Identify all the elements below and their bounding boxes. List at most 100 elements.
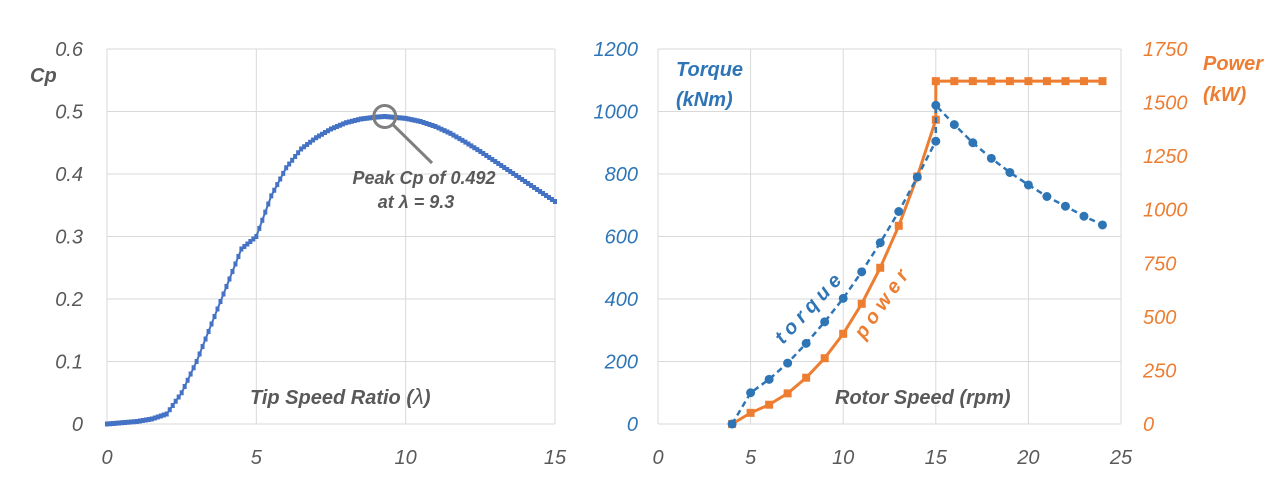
cp-data-point [541, 191, 546, 196]
torque-axis-title-line1: Torque [676, 59, 743, 81]
cp-data-point [397, 115, 402, 121]
power-y-tick-label: 1000 [1143, 200, 1188, 222]
cp-data-point [481, 151, 486, 156]
torque-data-point [746, 388, 756, 398]
cp-data-point [254, 234, 259, 239]
cp-data-point [212, 314, 217, 319]
torque-y-tick-label: 600 [605, 227, 638, 249]
cp-data-point [469, 143, 474, 149]
cp-data-point [122, 420, 127, 425]
cp-data-point [320, 131, 325, 137]
cp-data-point [472, 145, 477, 151]
power-data-point [1098, 77, 1107, 86]
cp-data-point [421, 120, 426, 125]
cp-data-point [529, 183, 534, 188]
cp-data-point [352, 118, 357, 123]
power-axis-title-line1: Power [1203, 53, 1264, 75]
cp-data-point [317, 133, 322, 139]
torque-y-tick-label: 1000 [594, 102, 639, 124]
cp-data-point [358, 116, 363, 122]
power-data-point [987, 77, 996, 86]
torque-y-tick-label: 400 [605, 289, 638, 311]
cp-data-point [496, 161, 501, 166]
cp-data-point [206, 329, 211, 334]
cp-data-point [185, 377, 190, 383]
torque-y-tick-label: 0 [627, 414, 638, 436]
torque-data-point [931, 136, 941, 146]
cp-data-point [128, 419, 133, 425]
cp-data-point [182, 384, 187, 389]
cp-data-point [176, 394, 181, 400]
cp-data-point [119, 420, 124, 426]
cp-data-point [475, 147, 480, 153]
torque-y-tick-label: 1200 [594, 39, 639, 61]
power-y-tick-label: 750 [1143, 253, 1176, 275]
cp-data-point [520, 177, 525, 182]
cp-data-point [484, 153, 489, 158]
power-y-ticks: 0 250 500 750 1000 1250 1500 1750 [1142, 39, 1188, 436]
torque-data-point [727, 419, 737, 429]
cp-data-point [131, 419, 136, 425]
cp-data-point [179, 390, 184, 396]
power-data-point [1024, 77, 1033, 86]
cp-data-point [388, 114, 393, 120]
cp-data-point [203, 336, 208, 342]
cp-data-point [125, 419, 130, 425]
cp-data-point [454, 134, 459, 140]
cp-data-point [439, 126, 444, 132]
torque-data-point [931, 100, 941, 110]
power-y-tick-label: 500 [1143, 307, 1176, 329]
torque-data-point [949, 120, 959, 130]
power-data-point [820, 354, 829, 363]
rpm-x-ticks: 0 5 10 15 20 25 [652, 447, 1133, 469]
torque-data-point [875, 238, 885, 248]
cp-data-point [523, 179, 528, 184]
rpm-x-tick-label: 5 [745, 447, 757, 469]
cp-data-point [290, 157, 295, 163]
cp-data-point [379, 114, 384, 120]
cp-y-tick-label: 0.2 [55, 289, 83, 311]
cp-data-point [230, 269, 235, 274]
cp-data-point [502, 165, 507, 170]
cp-data-point [406, 116, 411, 122]
cp-data-point [511, 171, 516, 176]
cp-data-point [457, 136, 462, 142]
torque-data-point [894, 207, 904, 216]
cp-data-point [490, 157, 495, 162]
cp-data-point [326, 128, 331, 134]
torque-data-point [820, 317, 830, 327]
torque-data-point [1097, 220, 1107, 230]
power-data-point [968, 77, 977, 86]
cp-data-point [197, 351, 202, 357]
cp-y-ticks: 0 0.1 0.2 0.3 0.4 0.5 0.6 [55, 39, 84, 436]
cp-data-point [355, 117, 360, 123]
cp-data-point [544, 193, 549, 198]
cp-data-point [400, 115, 405, 121]
cp-data-point [146, 417, 151, 422]
cp-data-point [275, 182, 280, 188]
cp-series-line [106, 115, 556, 425]
cp-data-point [239, 246, 244, 252]
cp-data-point [508, 169, 513, 174]
cp-data-point [105, 421, 109, 427]
power-series-line [731, 79, 1103, 426]
cp-data-point [266, 201, 271, 207]
torque-data-point [1079, 211, 1089, 221]
torque-data-point [1023, 180, 1033, 190]
cp-data-point [293, 154, 298, 159]
cp-data-point [436, 125, 441, 131]
cp-y-tick-label: 0.3 [55, 227, 83, 249]
cp-data-point [170, 403, 175, 408]
torque-data-point [1005, 167, 1015, 177]
power-data-point [1061, 77, 1070, 86]
power-data-point [839, 329, 848, 338]
cp-data-point [218, 299, 223, 304]
cp-data-point [242, 244, 247, 249]
cp-data-point [526, 181, 531, 186]
cp-data-point [311, 137, 316, 143]
cp-data-point [194, 359, 199, 364]
rpm-x-tick-label: 0 [652, 447, 663, 469]
torque-y-tick-label: 800 [605, 164, 638, 186]
cp-data-point [535, 187, 540, 192]
